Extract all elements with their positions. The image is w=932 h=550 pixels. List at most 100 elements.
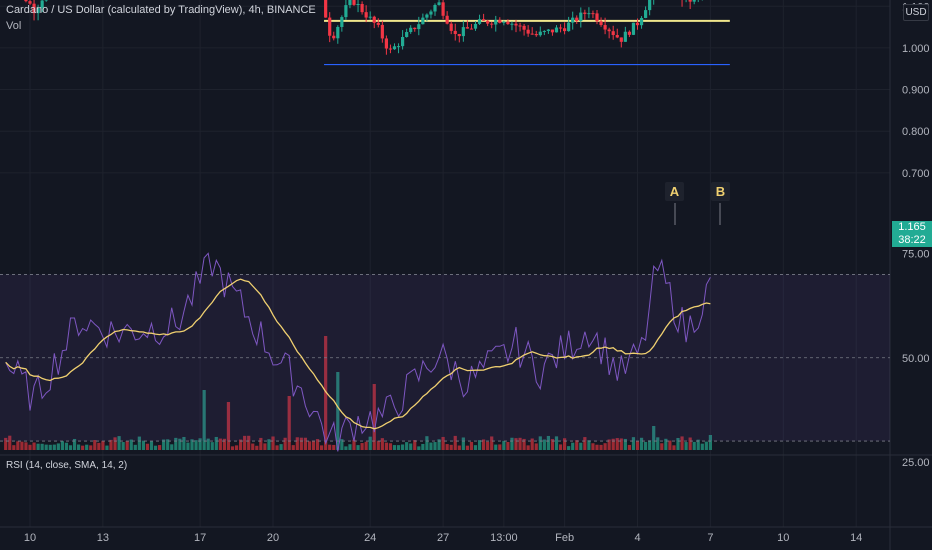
candle-body bbox=[457, 33, 461, 37]
volume-bar bbox=[85, 444, 89, 450]
candle-body bbox=[688, 0, 692, 2]
rsi-tick-label: 50.00 bbox=[902, 353, 930, 365]
volume-bar bbox=[583, 437, 587, 450]
volume-legend: Vol bbox=[6, 20, 22, 32]
volume-bar bbox=[449, 444, 453, 450]
volume-bar bbox=[311, 440, 316, 450]
volume-bar bbox=[396, 445, 401, 450]
volume-bar bbox=[198, 438, 202, 450]
candle-body bbox=[24, 0, 28, 2]
volume-bar bbox=[469, 441, 474, 450]
volume-bar bbox=[222, 438, 226, 450]
volume-bar bbox=[708, 435, 712, 450]
rsi-tick-label: 75.00 bbox=[902, 249, 930, 261]
candle-body bbox=[558, 27, 563, 29]
volume-bar bbox=[158, 445, 162, 450]
candle-body bbox=[591, 13, 595, 15]
volume-bar bbox=[97, 442, 101, 450]
volume-bar bbox=[247, 435, 251, 450]
volume-bar bbox=[145, 443, 150, 450]
candle-body bbox=[360, 4, 364, 13]
volume-bar bbox=[267, 439, 271, 450]
candle-body bbox=[332, 35, 336, 39]
candle-body bbox=[368, 16, 372, 18]
volume-bar bbox=[303, 437, 307, 450]
volume-bar bbox=[676, 437, 680, 450]
volume-bar bbox=[275, 445, 279, 450]
volume-bar bbox=[28, 444, 32, 450]
candle-body bbox=[44, 0, 48, 1]
candle-body bbox=[599, 21, 603, 26]
volume-bar bbox=[660, 443, 664, 450]
currency-button[interactable]: USD bbox=[903, 4, 929, 21]
candle-body bbox=[40, 0, 44, 9]
volume-bar bbox=[384, 442, 388, 450]
volume-bar bbox=[328, 444, 332, 450]
candle-body bbox=[392, 46, 397, 50]
volume-bar bbox=[700, 443, 704, 450]
candle-body bbox=[490, 23, 494, 25]
time-tick-label: Feb bbox=[555, 532, 574, 544]
candle-body bbox=[409, 27, 413, 33]
volume-bar bbox=[149, 441, 154, 450]
price-tick-label: 0.900 bbox=[902, 85, 930, 97]
volume-bar bbox=[530, 438, 534, 450]
volume-bar bbox=[44, 444, 48, 450]
volume-bar bbox=[360, 443, 364, 450]
volume-bar bbox=[599, 444, 603, 450]
volume-bar bbox=[546, 435, 550, 450]
volume-bar bbox=[401, 444, 405, 450]
time-tick-label: 13 bbox=[97, 532, 109, 544]
point-label-a: A bbox=[665, 182, 684, 201]
volume-bar bbox=[611, 438, 615, 450]
volume-bar bbox=[89, 445, 93, 450]
candle-body bbox=[546, 29, 550, 31]
volume-bar bbox=[482, 439, 486, 450]
volume-bar bbox=[93, 440, 97, 450]
volume-bar bbox=[534, 443, 538, 450]
candle-body bbox=[587, 13, 591, 15]
volume-bar bbox=[506, 441, 510, 450]
candle-body bbox=[607, 29, 611, 32]
candle-body bbox=[352, 0, 356, 5]
volume-bar bbox=[105, 445, 109, 450]
rsi-tick-label: 25.00 bbox=[902, 457, 930, 469]
volume-bar bbox=[101, 440, 105, 450]
volume-bar bbox=[477, 440, 482, 450]
rsi-legend: RSI (14, close, SMA, 14, 2) bbox=[6, 460, 128, 471]
candle-body bbox=[441, 2, 445, 16]
volume-bar bbox=[473, 445, 478, 450]
volume-bar bbox=[320, 445, 324, 450]
last-price: 1.165 bbox=[898, 221, 926, 233]
volume-bar bbox=[688, 437, 692, 450]
candle-body bbox=[405, 32, 409, 37]
volume-bar bbox=[16, 441, 20, 450]
time-tick-label: 17 bbox=[194, 532, 206, 544]
volume-bar bbox=[20, 441, 24, 450]
time-tick-label: 4 bbox=[634, 532, 640, 544]
volume-bar bbox=[453, 435, 457, 450]
candle-body bbox=[437, 2, 441, 5]
candle-body bbox=[449, 23, 453, 31]
volume-bar bbox=[4, 437, 8, 450]
last-price-badge: 1.165 38:22 bbox=[892, 221, 932, 247]
volume-bar bbox=[291, 445, 295, 450]
candle-body bbox=[530, 33, 534, 35]
candle-body bbox=[567, 22, 571, 32]
candle-body bbox=[384, 38, 388, 49]
volume-bar bbox=[550, 439, 555, 450]
volume-bar bbox=[153, 445, 158, 450]
volume-bar bbox=[558, 444, 563, 450]
volume-bar bbox=[607, 439, 611, 450]
volume-bar bbox=[356, 445, 360, 450]
volume-bar bbox=[619, 438, 623, 450]
volume-bar bbox=[263, 443, 267, 450]
candle-body bbox=[627, 31, 631, 35]
candle-body bbox=[595, 13, 599, 22]
volume-bar bbox=[457, 445, 461, 450]
volume-bar bbox=[437, 439, 441, 450]
volume-bar bbox=[234, 445, 239, 450]
volume-bar bbox=[567, 446, 571, 450]
candle-body bbox=[328, 17, 332, 36]
